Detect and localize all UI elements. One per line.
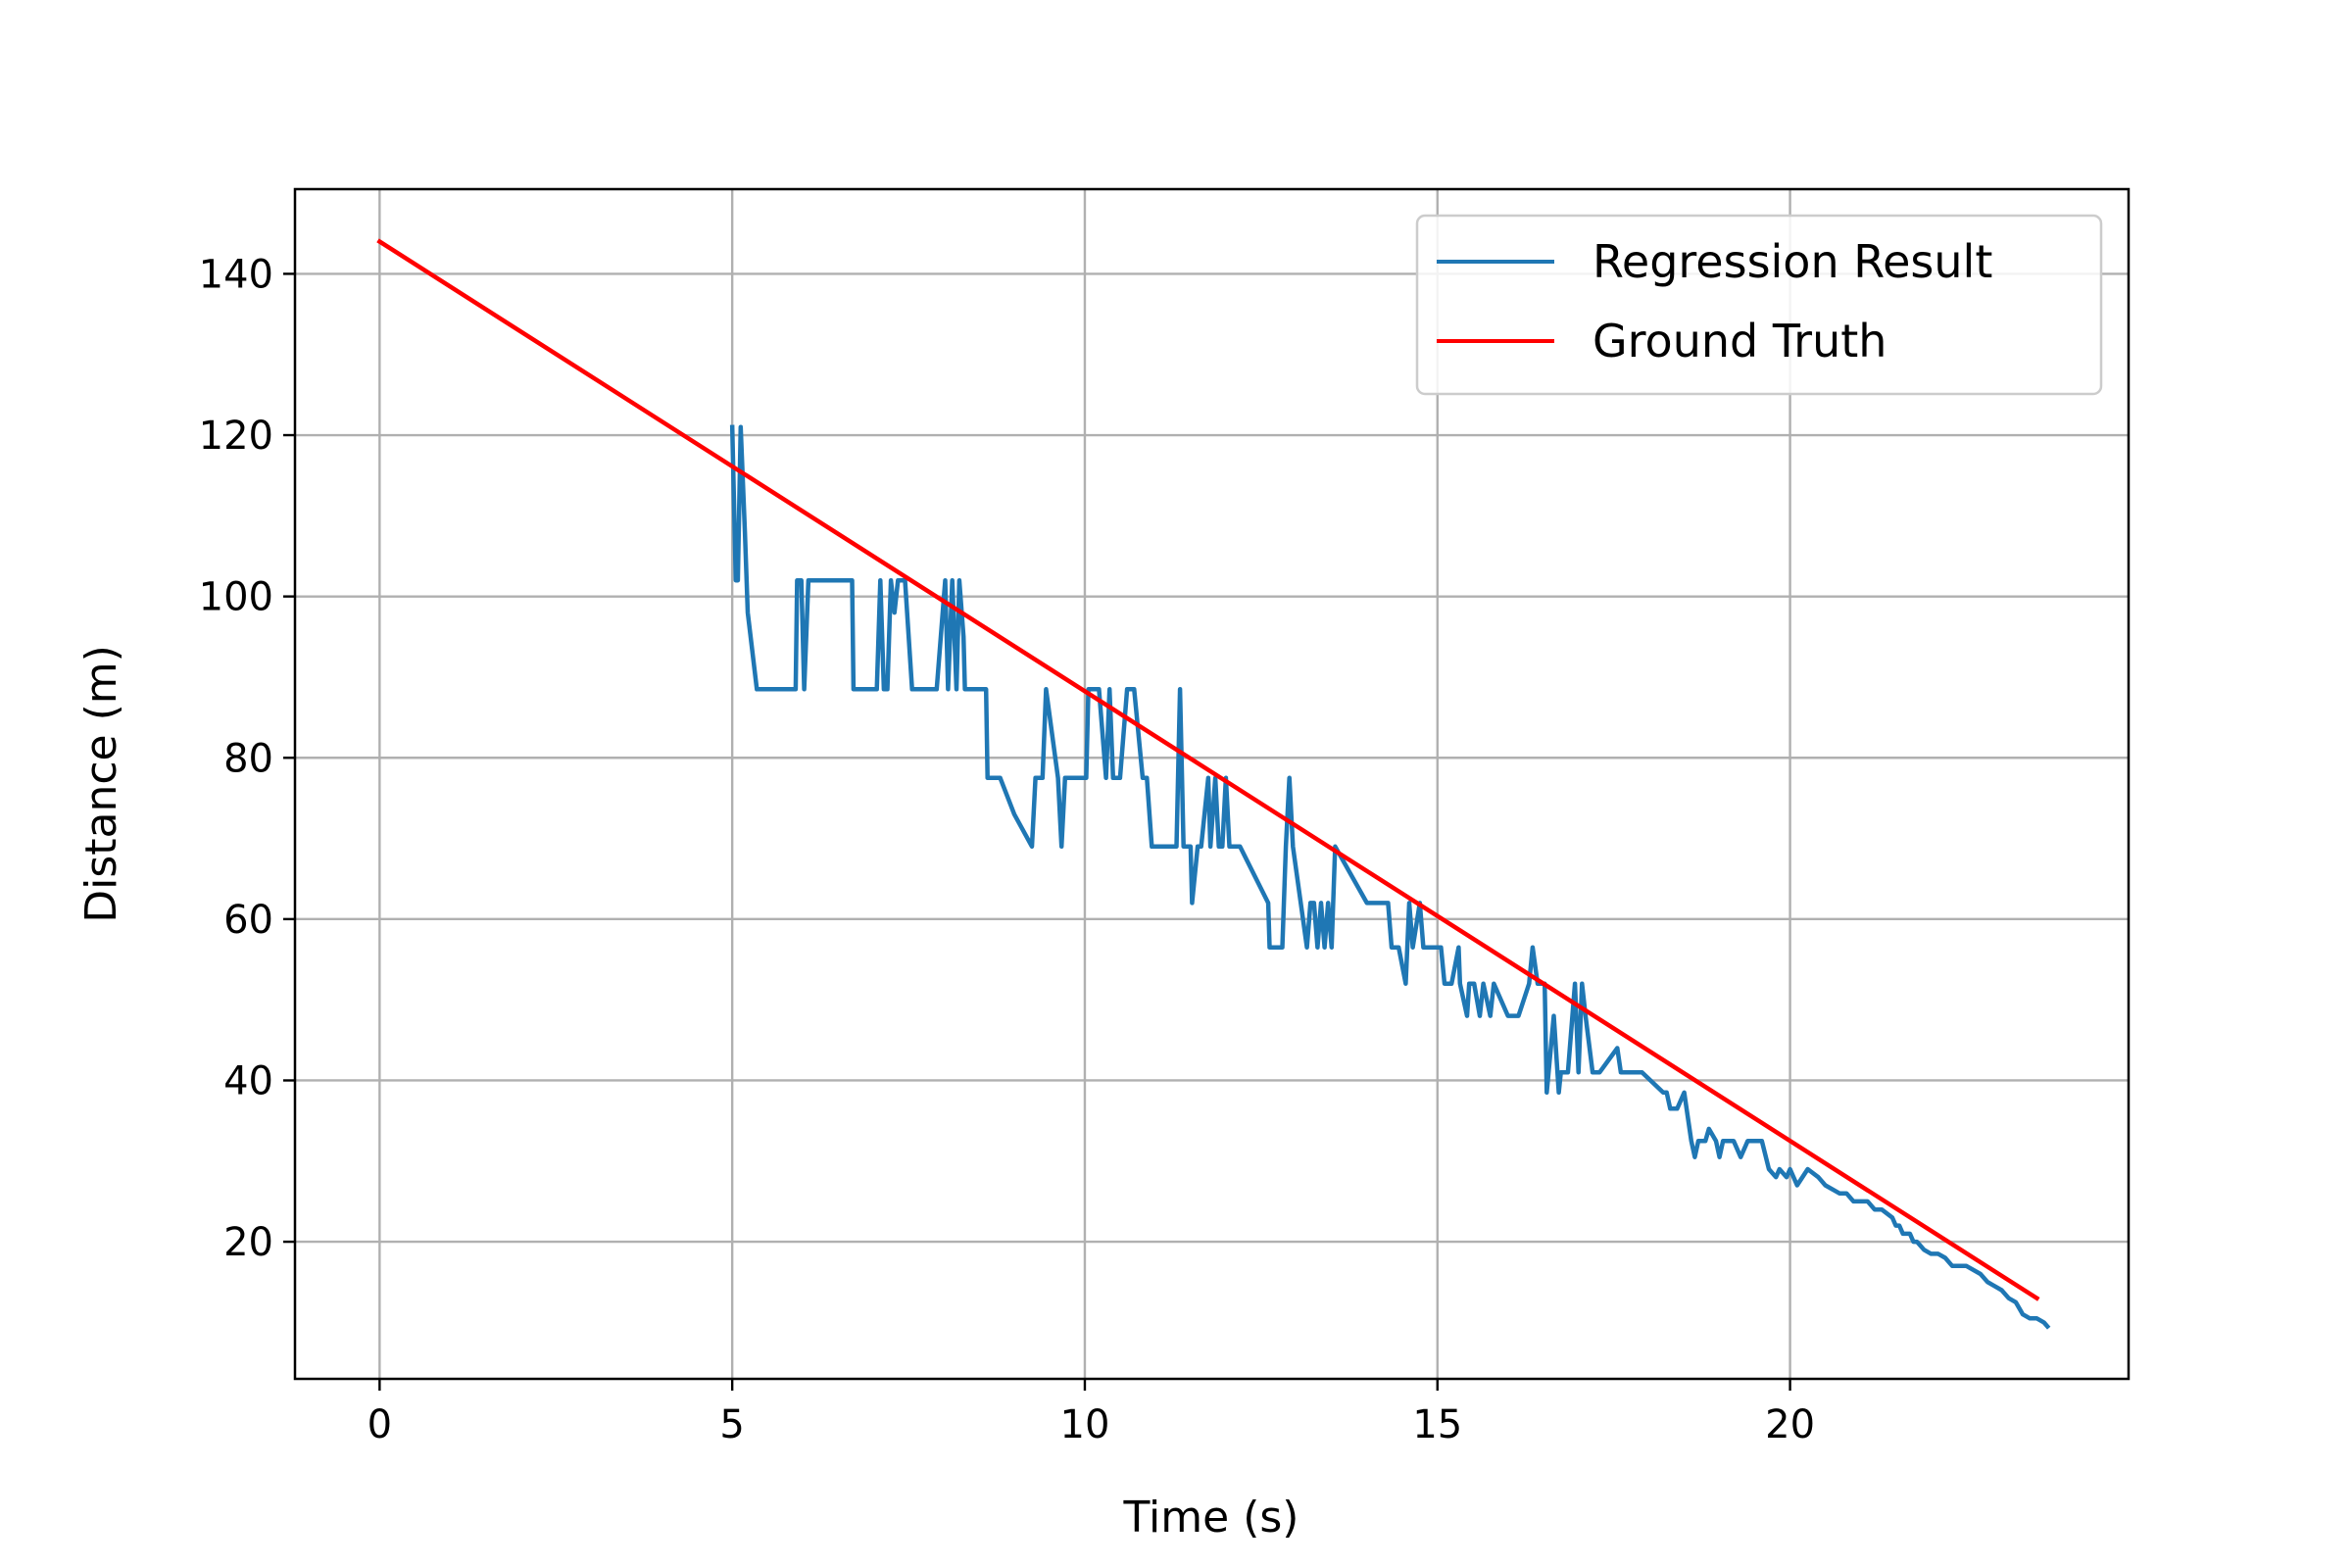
series-line-ground-truth	[376, 238, 2040, 1301]
x-ticks: 0 5 10 15 20	[368, 1379, 1815, 1447]
x-tick-label: 20	[1765, 1402, 1815, 1447]
x-tick-label: 0	[368, 1402, 392, 1447]
plot-series	[376, 238, 2051, 1330]
y-tick-label: 120	[199, 414, 273, 459]
y-tick-label: 60	[223, 898, 273, 943]
y-axis-title: Distance (m)	[76, 645, 126, 923]
series-line-regression-result	[729, 424, 2051, 1330]
y-tick-label: 40	[223, 1058, 273, 1103]
grid	[295, 189, 2129, 1379]
legend-label-ground-truth: Ground Truth	[1592, 315, 1886, 368]
x-tick-label: 5	[719, 1402, 744, 1447]
x-tick-label: 15	[1412, 1402, 1462, 1447]
x-tick-label: 10	[1060, 1402, 1110, 1447]
legend-box	[1415, 214, 2103, 396]
y-tick-label: 80	[223, 736, 273, 781]
y-ticks: 20 40 60 80 100 120 140	[199, 252, 295, 1265]
plot-frame	[293, 187, 2131, 1381]
legend: Regression Result Ground Truth	[1415, 214, 2103, 396]
y-tick-label: 100	[199, 575, 273, 620]
legend-label-regression-result: Regression Result	[1592, 235, 1992, 288]
y-tick-label: 140	[199, 252, 273, 297]
y-tick-label: 20	[223, 1220, 273, 1265]
x-axis-title: Time (s)	[1123, 1493, 1299, 1543]
